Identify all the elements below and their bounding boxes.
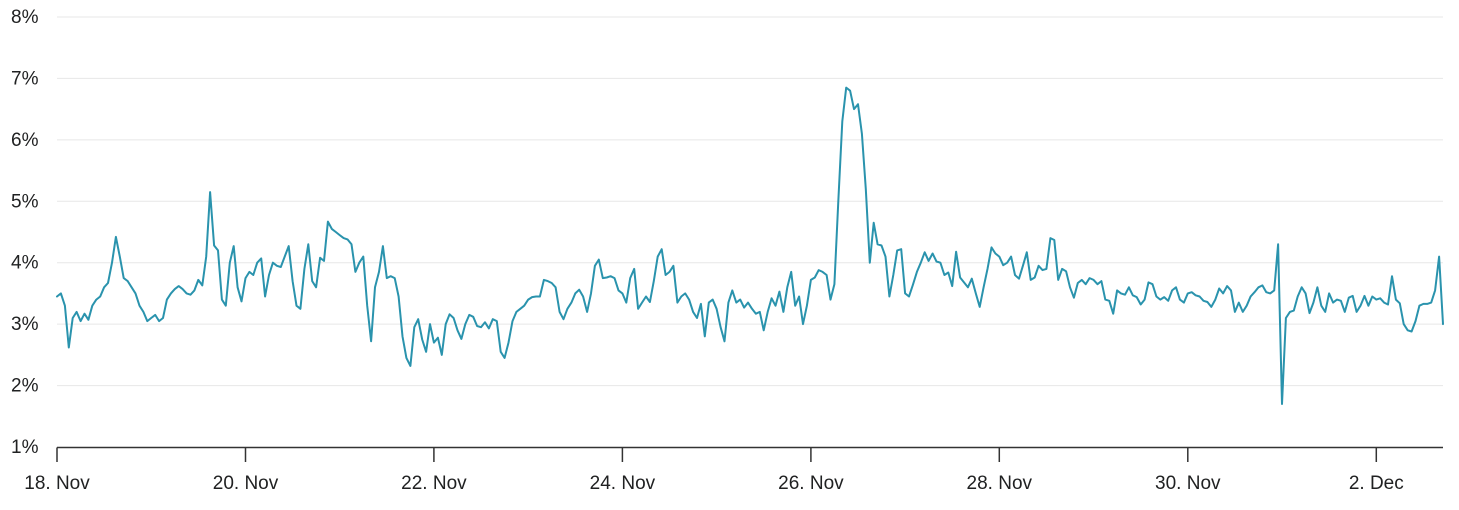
x-axis-label: 28. Nov [967,473,1033,494]
y-axis-label: 8% [11,7,39,28]
x-axis-label: 2. Dec [1349,473,1404,494]
y-axis-label: 4% [11,253,39,274]
x-axis-label: 30. Nov [1155,473,1221,494]
y-axis-label: 3% [11,314,39,335]
y-axis-label: 5% [11,191,39,212]
x-axis-label: 20. Nov [213,473,279,494]
y-axis-label: 7% [11,68,39,89]
y-axis-label: 1% [11,437,39,458]
y-axis-label: 2% [11,376,39,397]
y-axis-label: 6% [11,130,39,151]
x-axis-label: 22. Nov [401,473,467,494]
x-axis-label: 24. Nov [590,473,656,494]
series-line [56,86,1444,405]
x-axis-label: 26. Nov [778,473,844,494]
x-axis-label: 18. Nov [24,473,90,494]
